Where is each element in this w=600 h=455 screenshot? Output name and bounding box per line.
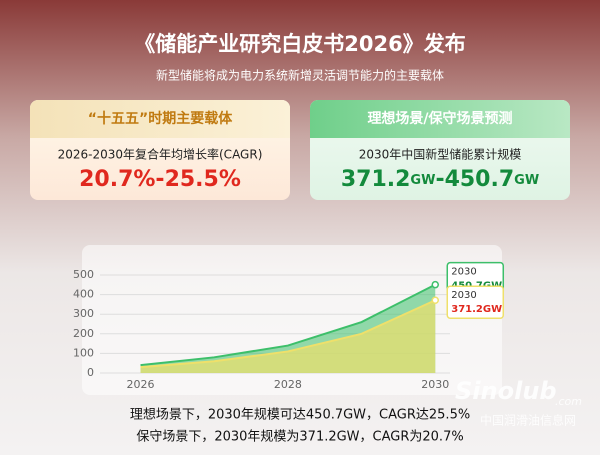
subtitle: 新型储能将成为电力系统新增灵活调节能力的主要载体: [156, 68, 444, 83]
callout: [446, 285, 505, 319]
card-value: 20.7%-25.5%: [79, 167, 241, 192]
y-tick-label: 500: [73, 268, 94, 281]
y-tick-label: 300: [73, 307, 94, 320]
card-header: [310, 100, 570, 138]
line: [140, 299, 436, 369]
value-unit: GW: [410, 173, 435, 188]
y-tick-label: 0: [87, 366, 94, 379]
value-label: 371.2GW: [451, 304, 502, 315]
y-tick-label: 100: [73, 346, 94, 359]
point: [431, 280, 440, 289]
title: 《储能产业研究白皮书2026》发布: [134, 32, 465, 56]
point: [431, 296, 440, 304]
card-header: [30, 100, 290, 138]
watermark-domain: .com: [555, 395, 582, 408]
line: [140, 283, 436, 367]
x-tick-label: 2028: [274, 378, 302, 391]
card-label: 2026-2030年复合年均增长率(CAGR): [58, 147, 263, 162]
y-tick-label: 200: [73, 327, 94, 340]
card-value: 371.2GW-450.7GW: [341, 167, 539, 192]
card-label: 2030年中国新型储能累计规模: [359, 147, 522, 162]
x-tick-label: 2026: [127, 378, 155, 391]
value-part: 371.2: [341, 167, 411, 192]
card-heading: “十五五”时期主要载体: [88, 110, 233, 127]
value-unit: GW: [514, 173, 539, 188]
watermark-site: 中国润滑油信息网: [480, 413, 576, 428]
y-tick-label: 400: [73, 288, 94, 301]
area: [140, 300, 436, 373]
x-tick-label: 2030: [421, 378, 449, 391]
callout-year: 2030: [451, 290, 476, 301]
value-part: -450.7: [435, 167, 514, 192]
plot: 01002003004005002026202820302030450.7GW2…: [73, 261, 505, 391]
footer-line: 保守场景下，2030年规模为371.2GW，CAGR为20.7%: [136, 430, 463, 445]
callout-year: 2030: [451, 267, 476, 278]
footer-line: 理想场景下，2030年规模可达450.7GW，CAGR达25.5%: [130, 407, 470, 423]
watermark-logo: Sinolub: [455, 377, 557, 405]
card-heading: 理想场景/保守场景预测: [367, 110, 512, 127]
